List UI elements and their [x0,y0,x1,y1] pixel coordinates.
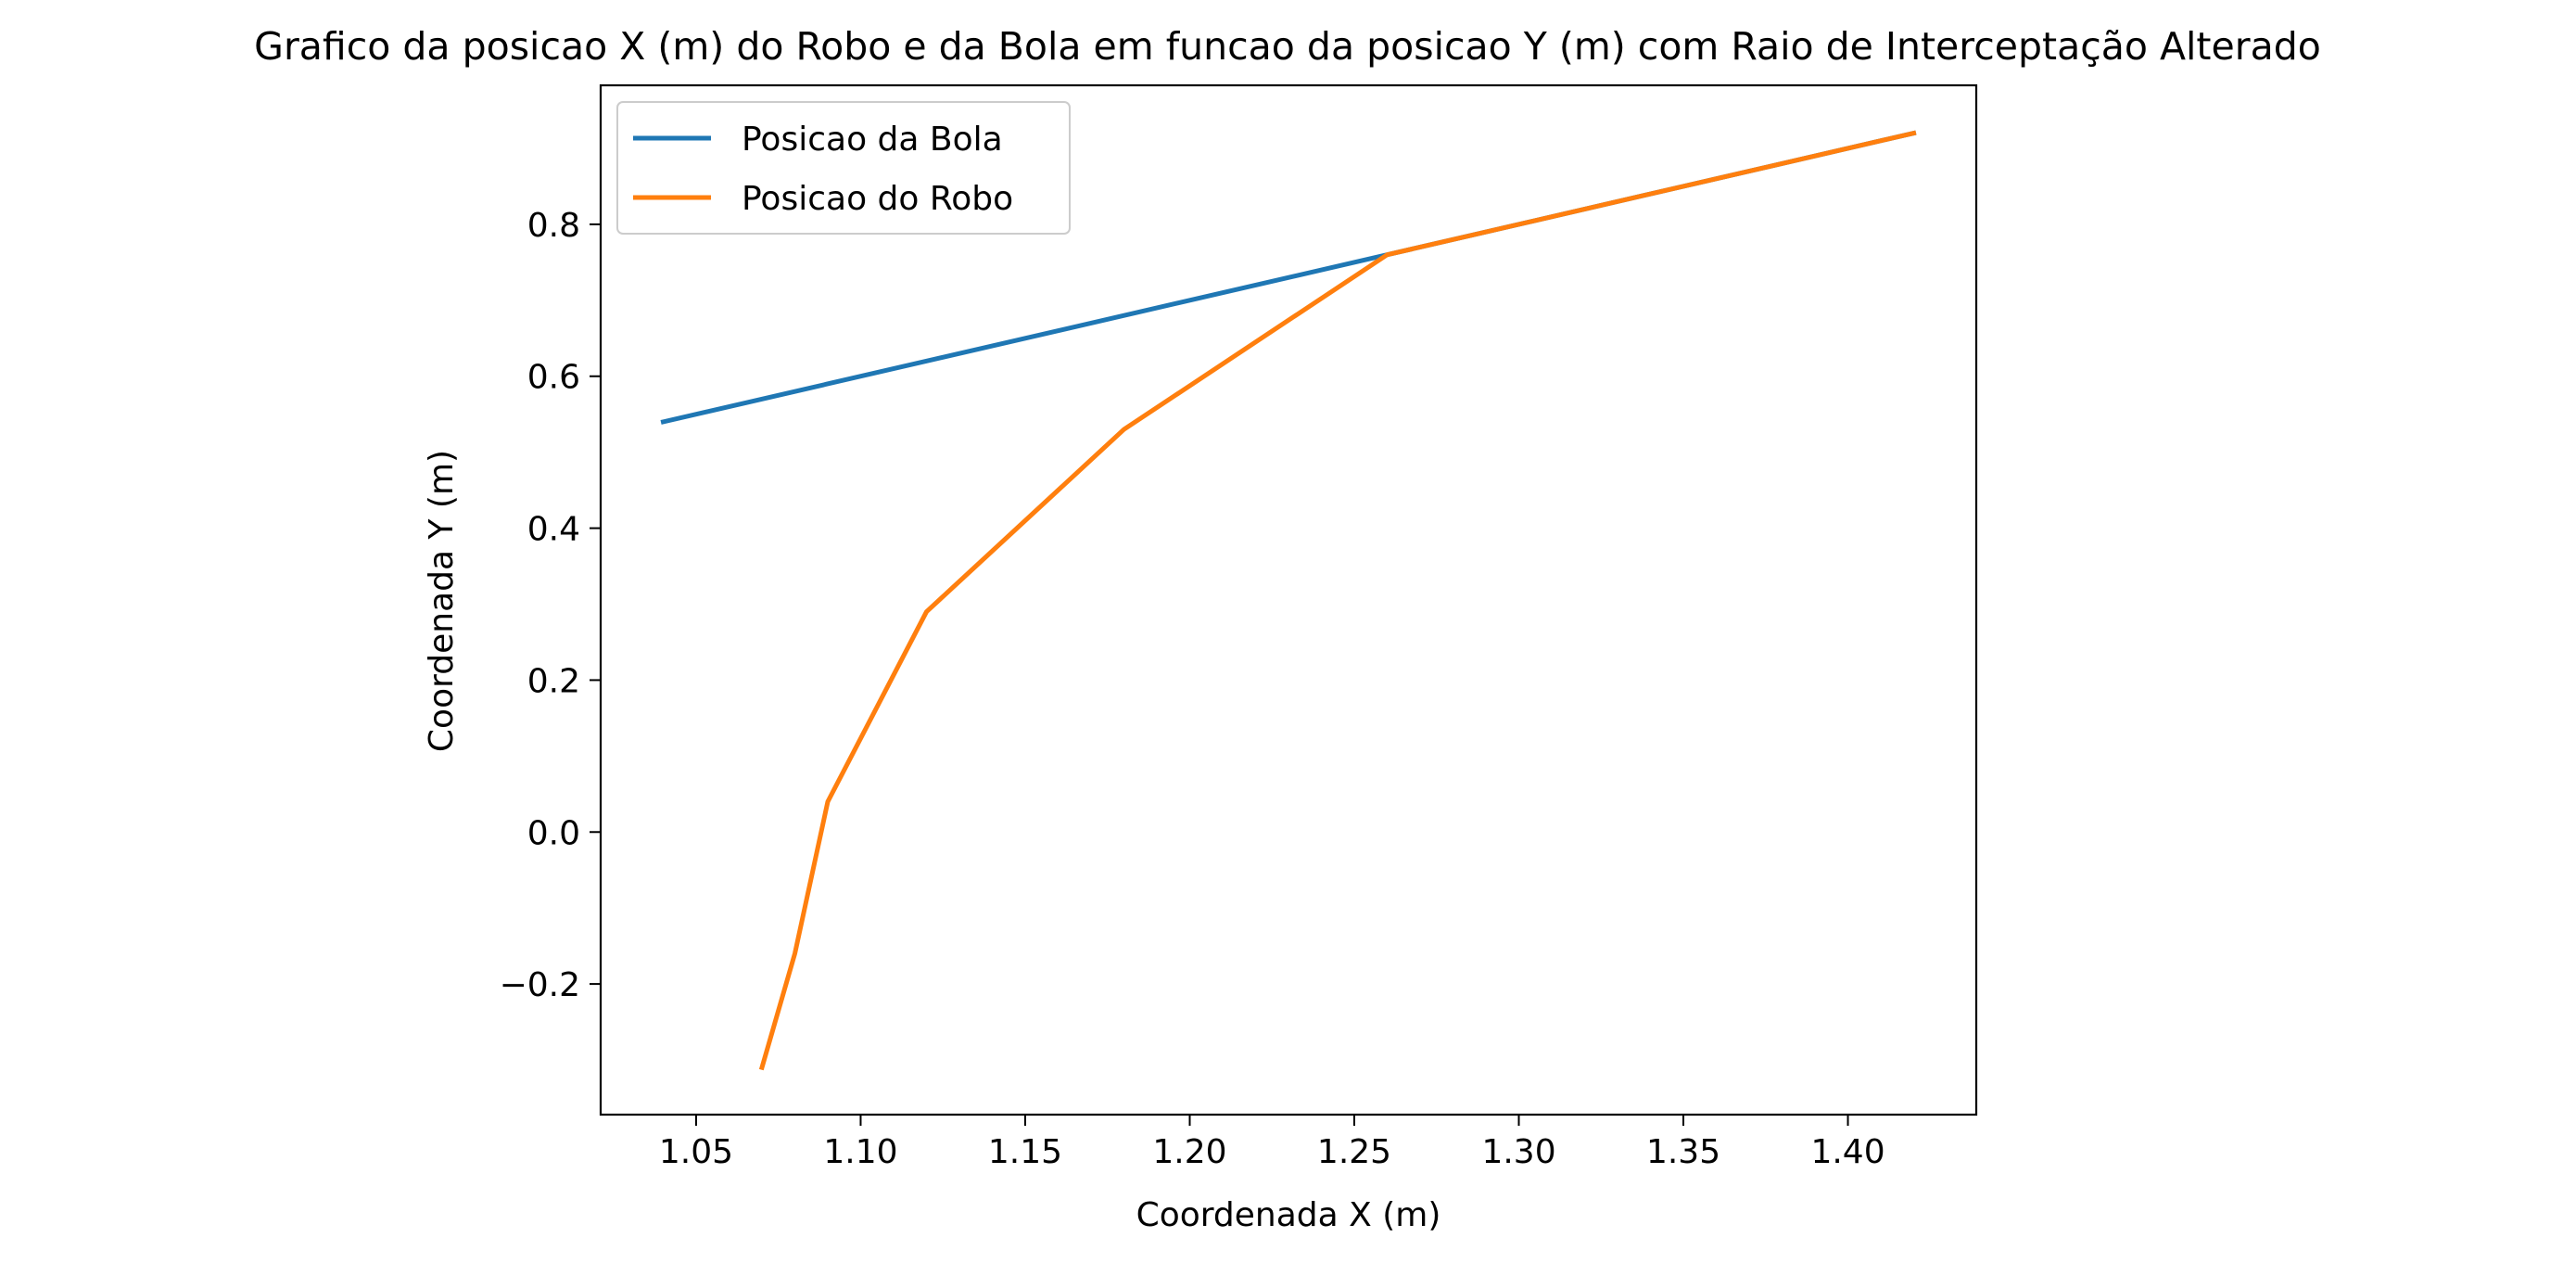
plot-area [601,85,1976,1115]
y-tick-label: 0.4 [527,511,580,549]
legend-label-1: Posicao do Robo [742,180,1013,218]
y-tick-label: 0.0 [527,814,580,852]
legend-entries: Posicao da Bola Posicao do Robo [633,121,1013,218]
x-tick-label: 1.35 [1646,1133,1720,1171]
x-tick-label: 1.20 [1152,1133,1226,1171]
y-axis-label: Coordenada Y (m) [423,450,461,752]
x-tick-label: 1.10 [823,1133,897,1171]
chart-title: Grafico da posicao X (m) do Robo e da Bo… [254,24,2321,69]
y-tick-label: 0.8 [527,207,580,245]
x-tick-label: 1.25 [1317,1133,1391,1171]
x-axis-ticks: 1.05 1.10 1.15 1.20 1.25 1.30 1.35 1.40 [659,1115,1885,1171]
series-group [660,130,1917,1071]
legend-label-0: Posicao da Bola [742,121,1003,159]
legend-box [616,101,1071,235]
series-line-1 [758,130,1917,1071]
y-tick-label: 0.6 [527,359,580,397]
x-tick-label: 1.05 [659,1133,733,1171]
x-axis-label: Coordenada X (m) [1136,1196,1441,1234]
y-axis-ticks: −0.2 0.0 0.2 0.4 0.6 0.8 [500,207,601,1004]
x-tick-label: 1.30 [1481,1133,1555,1171]
y-tick-label: 0.2 [527,662,580,700]
y-tick-label: −0.2 [500,966,580,1004]
x-tick-label: 1.15 [988,1133,1062,1171]
x-tick-label: 1.40 [1810,1133,1884,1171]
plot-frame [599,83,1978,1116]
legend: Posicao da Bola Posicao do Robo [616,101,1071,235]
